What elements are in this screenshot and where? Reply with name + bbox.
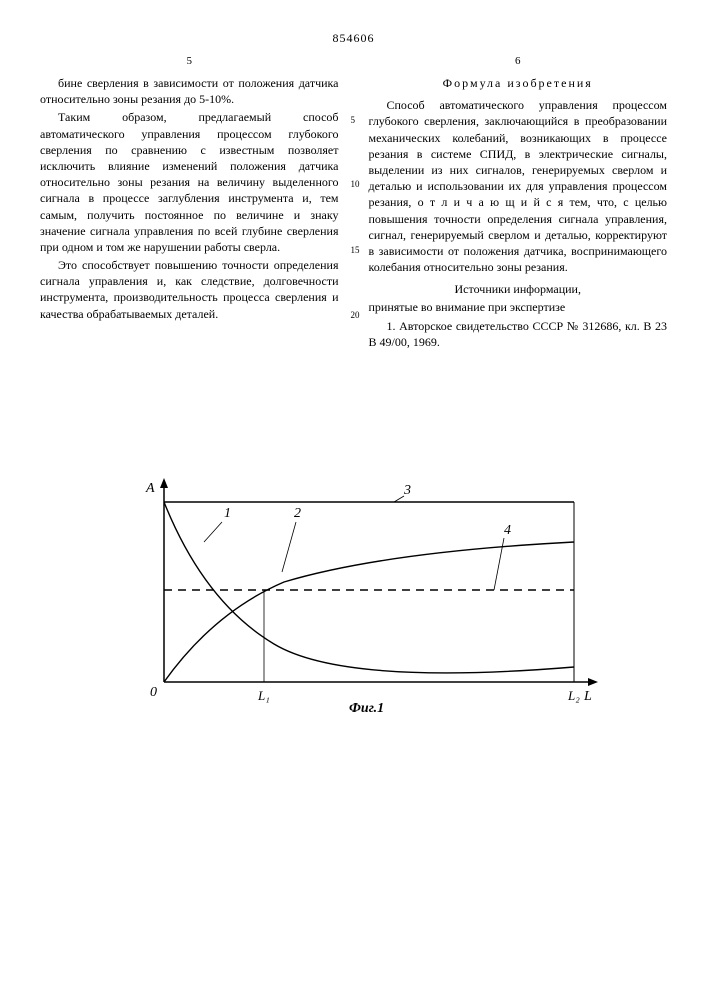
line-marker: 10 <box>351 178 360 190</box>
sources-title: Источники информации, <box>369 281 668 297</box>
svg-text:Фиг.1: Фиг.1 <box>349 701 384 716</box>
para-5-3: Это способствует повышению точности опре… <box>40 257 339 322</box>
column-left: 5 бине сверления в зависимости от положе… <box>40 54 339 352</box>
document-number: 854606 <box>40 30 667 46</box>
claim-text: Способ автоматического управления процес… <box>369 97 668 275</box>
figure-1: 1 2 3 4 A L 0 L₁ L₂ Фиг.1 <box>40 472 667 732</box>
svg-text:0: 0 <box>150 685 157 700</box>
col-number-6: 6 <box>369 54 668 69</box>
svg-text:A: A <box>145 481 155 496</box>
para-5-1: бине сверления в зависимости от положени… <box>40 75 339 107</box>
column-right: 5 10 15 20 6 Формула изобретения Способ … <box>369 54 668 352</box>
line-marker: 15 <box>351 244 360 256</box>
col-number-5: 5 <box>40 54 339 69</box>
svg-text:3: 3 <box>403 483 411 498</box>
svg-text:4: 4 <box>504 523 511 538</box>
svg-text:L₂: L₂ <box>567 688 580 703</box>
two-column-body: 5 бине сверления в зависимости от положе… <box>40 54 667 352</box>
svg-text:L: L <box>583 689 592 704</box>
formula-title: Формула изобретения <box>369 75 668 91</box>
line-marker: 20 <box>351 309 360 321</box>
svg-text:2: 2 <box>294 506 301 521</box>
line-marker: 5 <box>351 114 356 126</box>
source-item-1: 1. Авторское свидетельство СССР № 312686… <box>369 318 668 350</box>
svg-text:L₁: L₁ <box>257 688 270 703</box>
figure-1-svg: 1 2 3 4 A L 0 L₁ L₂ Фиг.1 <box>104 472 604 732</box>
sources-subtitle: принятые во внимание при экспертизе <box>369 299 668 315</box>
svg-text:1: 1 <box>224 506 231 521</box>
para-5-2: Таким образом, предлагаемый способ автом… <box>40 109 339 255</box>
